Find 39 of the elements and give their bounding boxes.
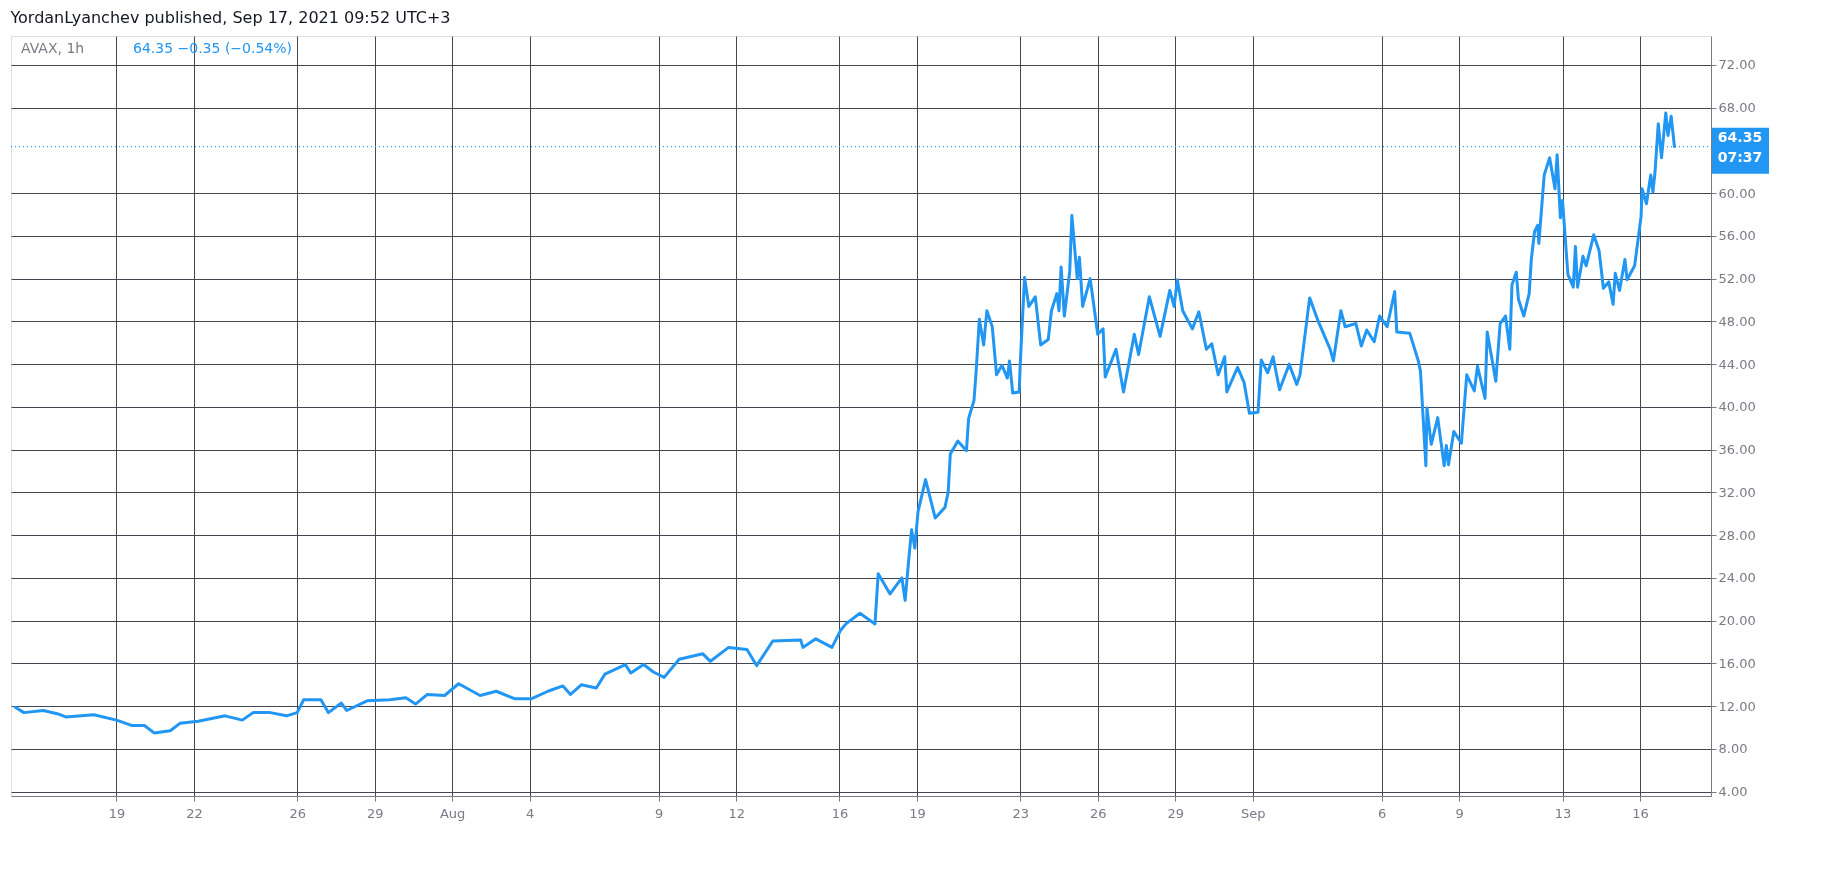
x-tick-label: 6 [1378, 805, 1387, 821]
x-tick-label: 9 [655, 805, 664, 821]
x-tick-label: 9 [1455, 805, 1464, 821]
y-tick-label: 72.00 [1718, 57, 1756, 73]
chart-title: YordanLyanchev published, Sep 17, 2021 09:52 UTC+3 [9, 8, 451, 27]
y-tick-label: 4.00 [1718, 784, 1748, 800]
x-tick-label: 29 [366, 805, 384, 821]
chart-subtitle: AVAX, 1h [21, 40, 85, 56]
x-tick-label: 12 [728, 805, 745, 821]
x-tick-label: 19 [108, 805, 126, 821]
x-tick-label: 26 [1089, 805, 1107, 821]
y-tick-label: 44.00 [1718, 356, 1756, 372]
y-tick-label: 68.00 [1718, 100, 1756, 116]
text: 07:37 [1717, 148, 1763, 165]
ref-line-label: 64.35 [1717, 128, 1763, 145]
y-tick-label: 48.00 [1718, 313, 1756, 329]
x-tick-label: 22 [186, 805, 203, 821]
y-tick-label: 24.00 [1718, 570, 1756, 586]
x-tick-label: 13 [1554, 805, 1572, 821]
y-tick-label: 36.00 [1718, 442, 1756, 458]
x-tick-label: 16 [1632, 805, 1649, 821]
x-tick-label: 26 [289, 805, 306, 821]
y-tick-label: 8.00 [1718, 741, 1748, 757]
y-tick-label: 20.00 [1718, 613, 1756, 629]
x-tick-label: 4 [525, 805, 535, 821]
y-tick-label: 16.00 [1718, 655, 1756, 671]
y-tick-label: 40.00 [1718, 399, 1756, 415]
y-tick-label: 56.00 [1718, 228, 1756, 244]
y-tick-label: 12.00 [1718, 698, 1756, 714]
x-tick-label: Sep [1240, 805, 1266, 821]
x-tick-label: 23 [1012, 805, 1030, 821]
y-tick-label: 52.00 [1718, 271, 1756, 287]
x-tick-label: 16 [831, 805, 849, 821]
x-tick-label: Aug [439, 805, 466, 821]
y-tick-label: 28.00 [1718, 527, 1756, 543]
y-tick-label: 32.00 [1718, 484, 1756, 500]
y-tick-label: 60.00 [1718, 185, 1756, 201]
x-tick-label: 19 [909, 805, 926, 821]
x-tick-label: 29 [1167, 805, 1184, 821]
